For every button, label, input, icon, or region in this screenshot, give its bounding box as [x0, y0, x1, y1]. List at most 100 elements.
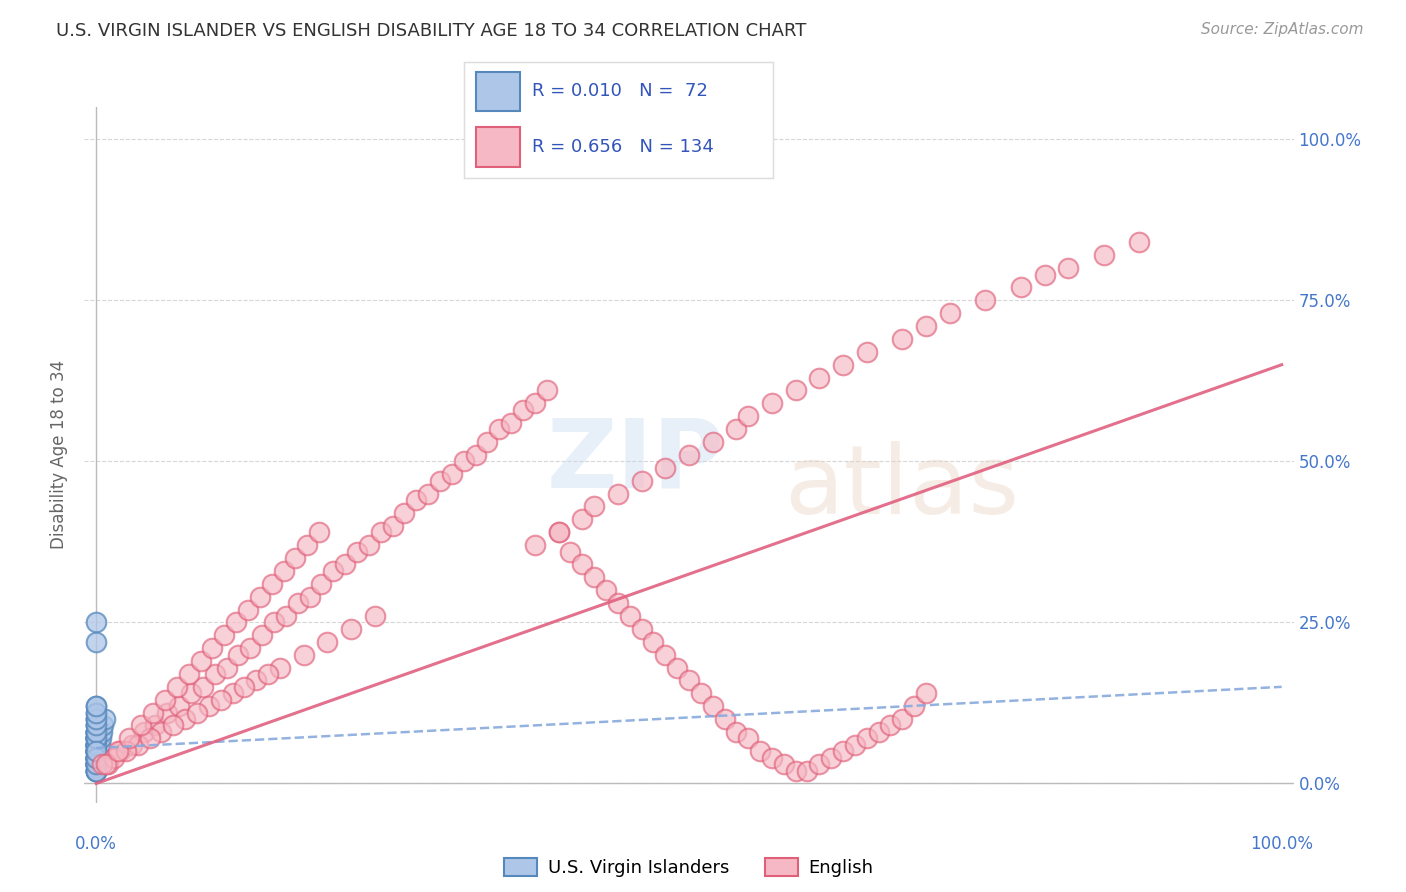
Point — [547, 525, 569, 540]
Point — [89, 738, 111, 752]
Point — [643, 634, 665, 648]
Point — [630, 622, 652, 636]
Point — [654, 648, 676, 662]
Point — [654, 460, 676, 475]
Point — [153, 692, 176, 706]
Point — [322, 564, 344, 578]
Point — [84, 757, 107, 772]
Point — [84, 731, 107, 746]
Point — [84, 699, 107, 714]
Point — [274, 609, 297, 624]
Point — [209, 692, 232, 706]
Point — [166, 680, 188, 694]
Point — [713, 712, 735, 726]
Point — [364, 609, 387, 624]
Point — [263, 615, 285, 630]
Point — [138, 731, 160, 746]
Point — [225, 615, 247, 630]
Point — [215, 660, 238, 674]
Point — [84, 750, 107, 764]
Point — [121, 738, 143, 752]
Point — [84, 706, 107, 720]
Point — [346, 544, 368, 558]
Point — [370, 525, 392, 540]
Point — [84, 699, 107, 714]
Point — [84, 731, 107, 746]
Point — [689, 686, 711, 700]
Point — [287, 596, 309, 610]
Point — [108, 744, 131, 758]
Point — [174, 712, 197, 726]
Point — [84, 744, 107, 758]
Point — [571, 512, 593, 526]
Point — [333, 558, 356, 572]
Point — [84, 757, 107, 772]
Point — [891, 332, 914, 346]
Point — [84, 731, 107, 746]
Point — [257, 667, 280, 681]
Point — [938, 306, 960, 320]
Point — [191, 680, 214, 694]
Point — [93, 712, 115, 726]
Point — [84, 731, 107, 746]
Point — [583, 570, 606, 584]
Point — [84, 750, 107, 764]
Point — [512, 402, 534, 417]
Point — [630, 474, 652, 488]
Point — [547, 525, 569, 540]
Bar — [477, 128, 520, 167]
Point — [772, 757, 794, 772]
Point — [868, 725, 890, 739]
Point — [84, 750, 107, 764]
Point — [855, 344, 877, 359]
Point — [84, 757, 107, 772]
Point — [453, 454, 475, 468]
Point — [429, 474, 451, 488]
Point — [311, 576, 333, 591]
Point — [84, 725, 107, 739]
Text: R = 0.010   N =  72: R = 0.010 N = 72 — [531, 82, 707, 101]
Point — [84, 757, 107, 772]
Point — [84, 712, 107, 726]
Point — [198, 699, 221, 714]
Point — [560, 544, 582, 558]
Point — [501, 416, 523, 430]
Point — [418, 486, 440, 500]
Point — [1128, 235, 1150, 250]
Point — [84, 741, 107, 756]
Point — [1092, 248, 1115, 262]
Text: 100.0%: 100.0% — [1250, 835, 1313, 853]
Point — [84, 718, 107, 732]
Point — [316, 634, 339, 648]
Point — [84, 706, 107, 720]
Point — [84, 712, 107, 726]
Point — [142, 706, 165, 720]
Point — [606, 486, 628, 500]
Point — [236, 602, 259, 616]
Point — [250, 628, 273, 642]
Point — [84, 750, 107, 764]
Point — [298, 590, 321, 604]
Point — [678, 448, 700, 462]
Point — [84, 747, 107, 762]
Point — [844, 738, 866, 752]
Point — [84, 738, 107, 752]
Point — [84, 731, 107, 746]
Point — [84, 744, 107, 758]
Point — [702, 435, 724, 450]
Point — [221, 686, 243, 700]
Point — [855, 731, 877, 746]
Point — [103, 750, 125, 764]
Point — [84, 712, 107, 726]
Point — [84, 757, 107, 772]
Point — [212, 628, 235, 642]
Point — [233, 680, 256, 694]
Point — [357, 538, 380, 552]
Point — [292, 648, 315, 662]
Point — [84, 744, 107, 758]
Point — [84, 764, 107, 778]
Point — [84, 725, 107, 739]
Point — [595, 583, 617, 598]
Point — [84, 744, 107, 758]
Point — [132, 725, 155, 739]
